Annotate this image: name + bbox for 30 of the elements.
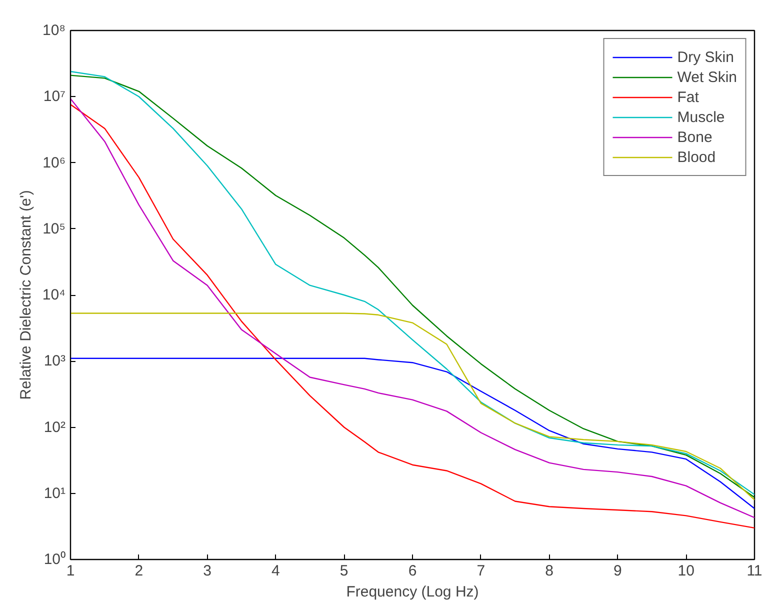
x-tick-label: 3 [203, 562, 212, 580]
x-tick-label: 10 [678, 562, 694, 580]
x-tick-label: 9 [614, 562, 622, 580]
legend-label: Wet Skin [677, 68, 737, 87]
y-tick-label: 10¹ [44, 484, 66, 502]
legend-label: Blood [677, 148, 716, 167]
x-tick-label: 11 [746, 562, 762, 580]
x-tick-label: 4 [272, 562, 280, 580]
y-axis-title: Relative Dielectric Constant (e') [17, 190, 34, 400]
y-tick-label: 10³ [44, 352, 66, 370]
x-axis-title: Frequency (Log Hz) [346, 584, 479, 600]
y-tick-label: 10⁷ [43, 88, 66, 106]
x-tick-label: 8 [545, 562, 554, 580]
legend-label: Muscle [677, 108, 725, 127]
legend-label: Dry Skin [677, 48, 734, 67]
x-tick-label: 1 [66, 562, 75, 580]
y-tick-label: 10⁴ [42, 286, 66, 304]
y-tick-label: 10⁶ [42, 154, 66, 172]
legend-label: Fat [677, 88, 699, 107]
y-tick-label: 10⁸ [42, 22, 66, 39]
line-series [70, 358, 754, 510]
y-tick-label: 10² [44, 418, 66, 436]
x-tick-label: 5 [340, 562, 348, 580]
line-series [70, 312, 754, 500]
y-tick-label: 10⁵ [42, 220, 66, 238]
x-tick-label: 7 [476, 562, 486, 580]
legend-label: Bone [677, 128, 712, 147]
x-tick-label: 2 [134, 562, 144, 580]
x-tick-label: 6 [408, 562, 417, 580]
y-tick-label: 10⁰ [44, 551, 66, 568]
